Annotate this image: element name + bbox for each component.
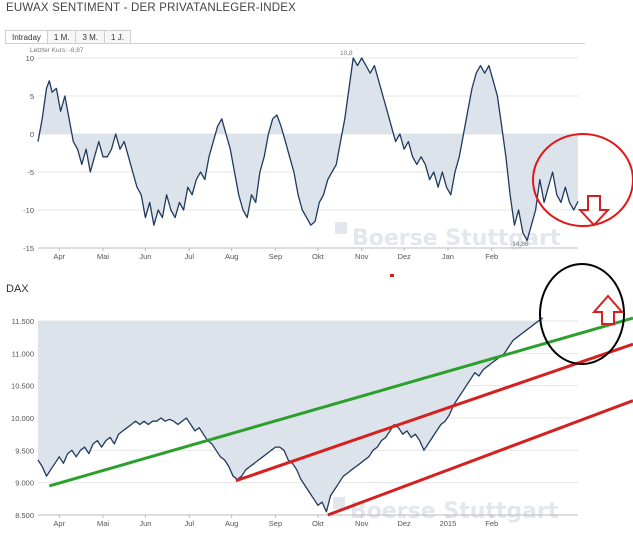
sentiment-xtick-label: Jan (442, 252, 454, 261)
green-channel-line (48, 316, 633, 488)
dax-xtick-label: Jul (184, 519, 194, 528)
black-circle-annotation (539, 263, 625, 365)
dax-xtick-label: Mai (97, 519, 109, 528)
dax-xtick-label: 2015 (440, 519, 457, 528)
sentiment-series-line (37, 57, 579, 242)
sentiment-ytick-label: -15 (23, 244, 34, 253)
red-circle-annotation (532, 133, 633, 227)
sentiment-xtick-label: Feb (485, 252, 498, 261)
sentiment-xtick-label: Jun (139, 252, 151, 261)
red-marker (390, 274, 394, 277)
sentiment-xtick-label: Jul (184, 252, 194, 261)
dax-xtick-label: Aug (225, 519, 238, 528)
sentiment-xtick-label: Sep (269, 252, 282, 261)
dax-ytick-label: 8.500 (15, 511, 34, 520)
dax-ytick-label: 10.500 (11, 382, 34, 391)
dax-ytick-label: 11.500 (12, 317, 34, 326)
watermark-dax: Boerse Stuttgart (333, 497, 559, 524)
sentiment-xtick-label: Mai (97, 252, 109, 261)
sentiment-area-fill (38, 58, 578, 241)
sentiment-xtick-label: Okt (312, 252, 325, 261)
sentiment-ytick-label: -5 (27, 168, 34, 177)
dax-panel-label: DAX (6, 283, 29, 295)
dax-xtick-label: Apr (53, 519, 65, 528)
dax-xtick-label: Okt (312, 519, 325, 528)
max-value-label: 10,8 (340, 50, 353, 57)
sentiment-xtick-label: Aug (225, 252, 238, 261)
dax-xtick-label: Feb (485, 519, 498, 528)
down-arrow-icon (577, 195, 611, 227)
sentiment-ytick-label: 5 (30, 92, 34, 101)
dax-ytick-label: 9.500 (15, 446, 34, 455)
dax-ytick-label: 9.000 (15, 479, 34, 488)
sentiment-xtick-label: Apr (53, 252, 65, 261)
sentiment-ytick-label: 10 (26, 54, 34, 63)
page-title: EUWAX SENTIMENT - DER PRIVATANLEGER-INDE… (6, 2, 296, 14)
dax-xtick-label: Sep (269, 519, 282, 528)
timeframe-tabs: Intraday 1 M. 3 M. 1 J. (5, 30, 585, 44)
red-channel-upper-line (235, 342, 633, 483)
sentiment-xtick-label: Nov (355, 252, 369, 261)
last-price-label: Letzter Kurs: -8,87 (30, 47, 84, 54)
watermark-dax-text: Boerse Stuttgart (350, 499, 559, 524)
dax-xtick-label: Dez (397, 519, 411, 528)
dax-ytick-label: 11.000 (12, 349, 34, 358)
sentiment-ytick-label: -10 (23, 206, 34, 215)
dax-xtick-label: Jun (139, 519, 151, 528)
sentiment-xtick-label: Dez (397, 252, 411, 261)
sentiment-ytick-label: 0 (30, 130, 34, 139)
red-channel-lower-line (327, 399, 633, 517)
up-arrow-icon (591, 294, 625, 325)
dax-xtick-label: Nov (355, 519, 369, 528)
dax-ytick-label: 10.000 (11, 414, 34, 423)
dax-area-fill (38, 317, 543, 512)
tab-1-year[interactable]: 1 J. (104, 30, 131, 43)
min-value-label: -14,86 (510, 241, 529, 248)
